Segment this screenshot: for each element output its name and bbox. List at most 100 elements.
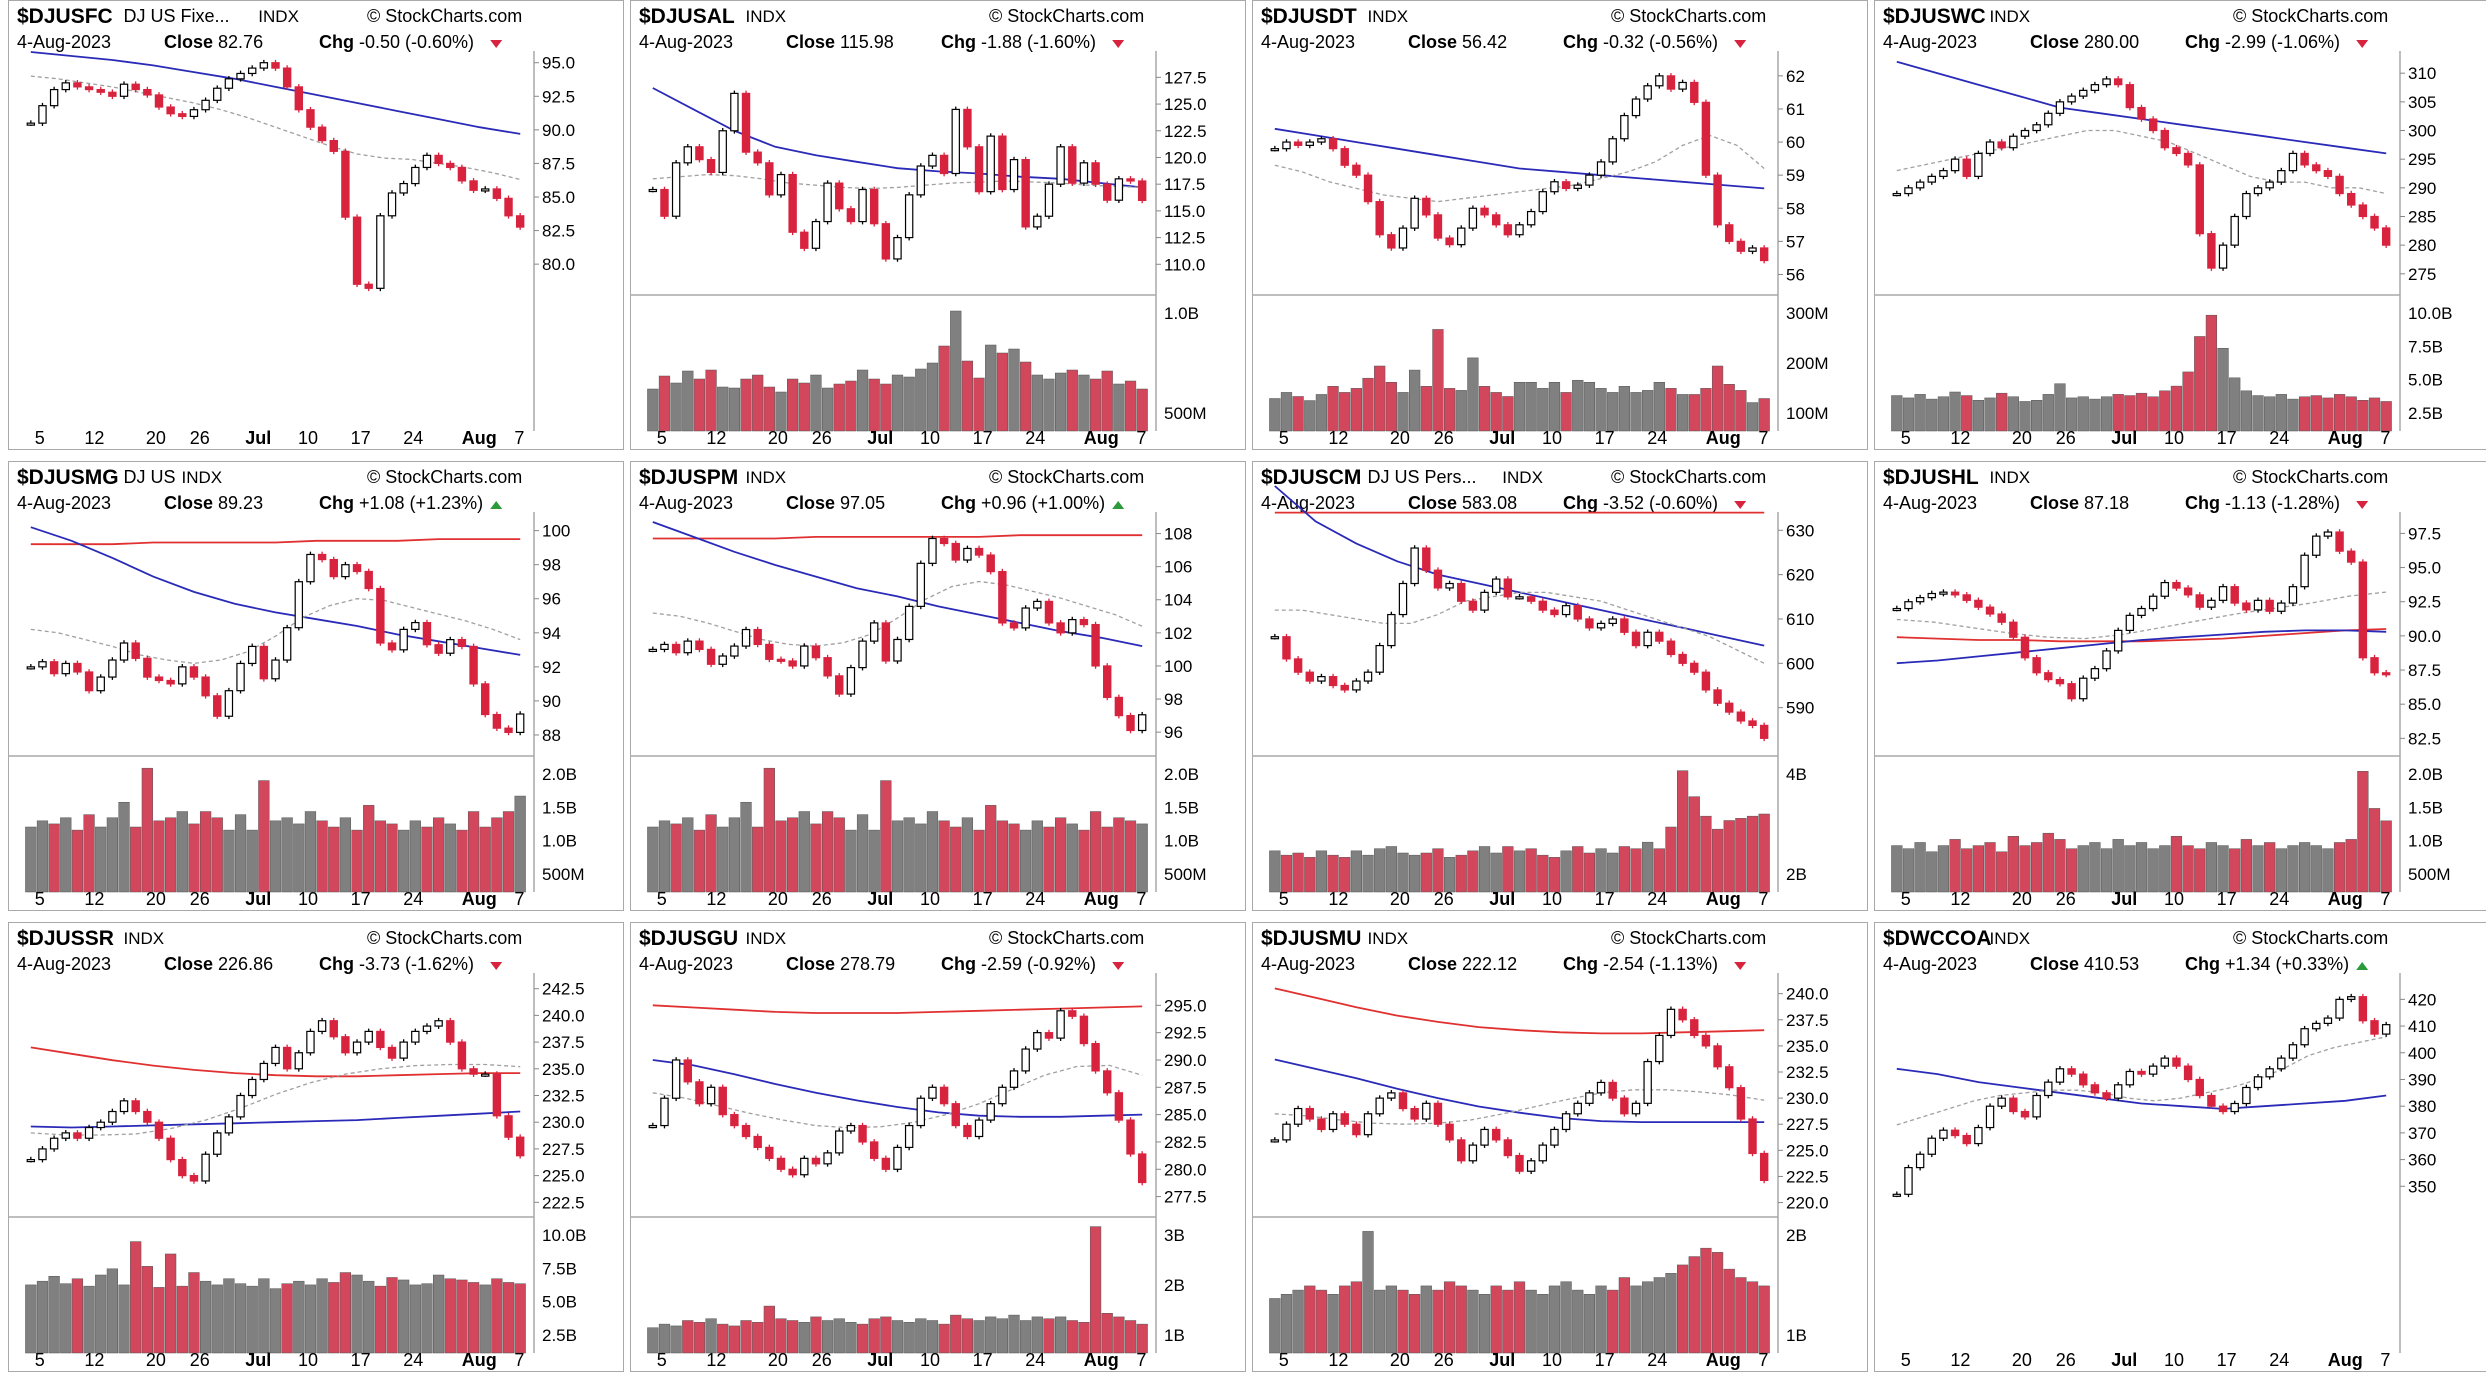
candle [2195, 594, 2204, 608]
candle [2137, 607, 2146, 616]
candle [364, 283, 373, 289]
volume-bar [2147, 848, 2159, 893]
chart-panel-djusfc[interactable]: $DJUSFC DJ US Fixe... INDX © StockCharts.co… [8, 0, 624, 450]
volume-bar [1315, 394, 1328, 432]
symbol: $DJUSFC [17, 5, 113, 28]
volume-bar [973, 829, 985, 893]
candle [2265, 181, 2274, 189]
volume-bar [1385, 846, 1397, 893]
candle [881, 223, 891, 260]
volume-tick-label: 2B [1786, 865, 1807, 884]
x-tick-label: 10 [920, 1350, 940, 1370]
volume-bar [1432, 329, 1444, 432]
y-tick-label: 96 [1164, 723, 1183, 742]
index-name: DJ US [124, 467, 176, 487]
candle [2020, 636, 2030, 659]
volume-bar [398, 829, 410, 893]
candle [1137, 714, 1147, 732]
candle [259, 645, 269, 680]
candle [271, 659, 280, 680]
candle [422, 154, 432, 169]
candle [683, 640, 692, 654]
volume-bar [2170, 836, 2183, 893]
volume-bar [2322, 397, 2334, 432]
candle [2172, 147, 2181, 155]
candle [2230, 586, 2239, 604]
chart-panel-djusmu[interactable]: $DJUSMU INDX © StockCharts.com 4-Aug-2023 Cl… [1252, 922, 1868, 1372]
candle [481, 683, 490, 716]
volume-bar [234, 1283, 247, 1354]
y-tick-label: 310 [2408, 64, 2436, 83]
y-tick-label: 280 [2408, 236, 2436, 255]
candle [376, 1030, 385, 1049]
volume-bar [2310, 395, 2322, 432]
candle [434, 644, 443, 654]
chart-panel-dwccoa[interactable]: $DWCCOA INDX © StockCharts.com 4-Aug-2023 Cl… [1874, 922, 2486, 1372]
candle [1114, 1092, 1124, 1121]
chart-panel-djuswc[interactable]: $DJUSWC INDX © StockCharts.com 4-Aug-2023 Cl… [1874, 0, 2486, 450]
volume-bar [1746, 815, 1759, 893]
chart-panel-djussr[interactable]: $DJUSSR INDX © StockCharts.com 4-Aug-2023 Cl… [8, 922, 624, 1372]
chart-panel-djusmg[interactable]: $DJUSMG DJ US INDX © StockCharts.com 4-Aug-2… [8, 461, 624, 911]
candle [2207, 599, 2216, 608]
volume-bar [25, 826, 37, 893]
candle [2160, 129, 2170, 149]
volume-bar [1304, 400, 1316, 432]
chart-panel-djuspm[interactable]: $DJUSPM INDX © StockCharts.com 4-Aug-2023 Cl… [630, 461, 1246, 911]
volume-bar [1537, 854, 1549, 893]
volume-bar [106, 817, 118, 893]
candle [998, 571, 1007, 624]
candle [2079, 1073, 2088, 1086]
volume-bar [2368, 808, 2381, 893]
volume-bar [2007, 836, 2019, 893]
y-tick-label: 222.5 [1786, 1167, 1829, 1186]
volume-bar [1327, 386, 1339, 432]
chart-panel-djusgu[interactable]: $DJUSGU INDX © StockCharts.com 4-Aug-2023 Cl… [630, 922, 1246, 1372]
close-value: Close 56.42 [1408, 32, 1507, 52]
x-tick-label: 12 [1950, 1350, 1970, 1370]
x-tick-label: 26 [190, 889, 210, 909]
candle [2020, 129, 2030, 137]
candle [1736, 711, 1746, 722]
x-tick-label: 26 [2056, 1350, 2076, 1370]
volume-bar [2333, 394, 2346, 432]
candle [2055, 101, 2065, 114]
chart-panel-djusal[interactable]: $DJUSAL INDX © StockCharts.com 4-Aug-2023 Cl… [630, 0, 1246, 450]
volume-bar [717, 1323, 729, 1354]
volume-bar [1397, 392, 1409, 432]
volume-tick-label: 2B [1786, 1226, 1807, 1245]
candle [1596, 161, 1606, 176]
symbol: $DJUSMG [17, 466, 119, 489]
volume-bar [658, 820, 671, 893]
x-tick-label: 24 [2269, 1350, 2289, 1370]
chart-panel-djuscm[interactable]: $DJUSCM DJ US Pers... INDX © StockCharts.co… [1252, 461, 1868, 911]
x-tick-label: 7 [1758, 1350, 1768, 1370]
candle [1410, 197, 1419, 229]
x-tick-label: 7 [2380, 889, 2390, 909]
volume-tick-label: 1.5B [2408, 798, 2443, 817]
candle [515, 215, 525, 228]
chart-panel-djusdt[interactable]: $DJUSDT INDX © StockCharts.com 4-Aug-2023 Cl… [1252, 0, 1868, 450]
candle [387, 192, 397, 217]
candle [2195, 1078, 2204, 1097]
volume-bar [2333, 842, 2346, 893]
candle [1033, 600, 1042, 609]
volume-bar [845, 829, 857, 893]
candle [893, 638, 902, 662]
y-tick-label: 420 [2408, 990, 2436, 1009]
candle [1997, 1097, 2006, 1107]
candle [1585, 618, 1594, 629]
chart-panel-djushl[interactable]: $DJUSHL INDX © StockCharts.com 4-Aug-2023 Cl… [1874, 461, 2486, 911]
volume-bar [1583, 382, 1596, 432]
x-tick-label: Jul [867, 889, 893, 909]
candle [201, 1153, 210, 1182]
candle [2230, 1102, 2239, 1113]
volume-bar [2089, 842, 2101, 893]
candle [2288, 586, 2298, 604]
candle [341, 150, 350, 218]
volume-bar [1397, 1289, 1409, 1354]
candle [1701, 1034, 1711, 1047]
x-tick-label: 24 [1025, 428, 1045, 448]
source-label: © StockCharts.com [989, 928, 1144, 948]
candle [294, 86, 304, 111]
